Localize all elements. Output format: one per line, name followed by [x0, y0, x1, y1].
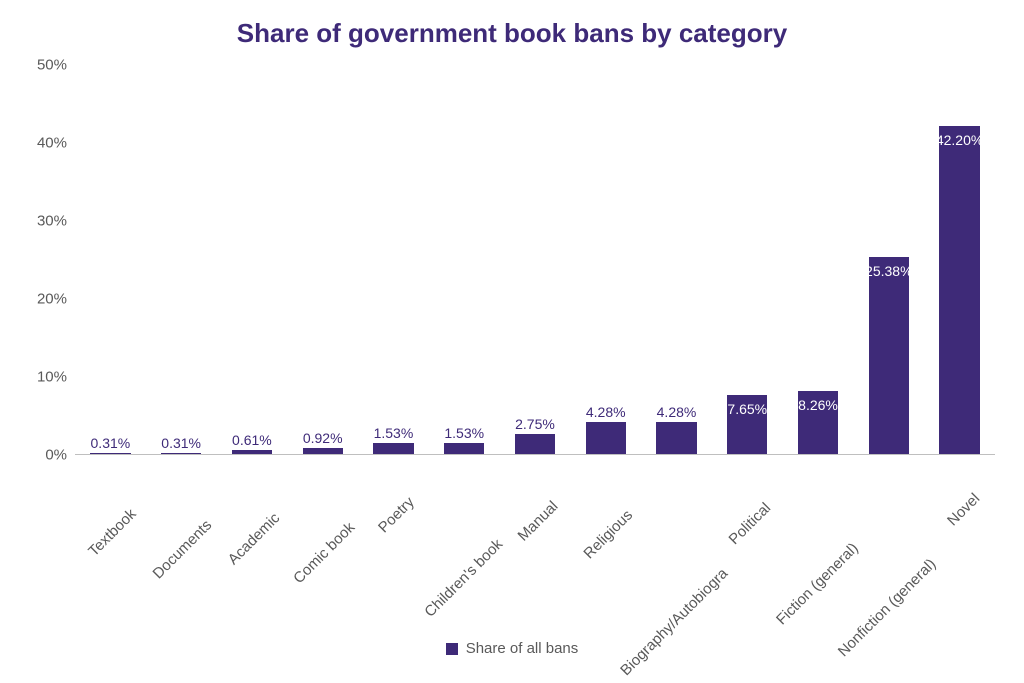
x-axis-label: Religious [624, 463, 680, 519]
bar-slot: 25.38% [853, 65, 924, 455]
bar-slot: 4.28% [641, 65, 712, 455]
bar-value-label: 4.28% [586, 404, 626, 422]
bar-value-label: 7.65% [727, 401, 767, 417]
bar-value-label: 8.26% [798, 397, 838, 413]
x-axis-baseline [75, 454, 995, 455]
bar-slot: 8.26% [783, 65, 854, 455]
x-axis-label: Documents [203, 463, 269, 529]
bars-container: 0.31% 0.31% 0.61% 0.92% 1.53% 1.53% 2.75% 4.28%… [75, 65, 995, 455]
x-axis-label: Textbook [128, 463, 182, 517]
bar-slot: 0.31% [146, 65, 217, 455]
bar-value-label: 0.61% [232, 432, 272, 450]
bar-slot: 0.61% [217, 65, 288, 455]
bar-slot: 4.28% [570, 65, 641, 455]
bar-value-label: 42.20% [936, 132, 983, 148]
x-axis-label: Nonfiction (general) [927, 463, 1024, 568]
y-axis-tick: 20% [37, 291, 75, 308]
bar-slot: 1.53% [358, 65, 429, 455]
legend-swatch [446, 643, 458, 655]
bar-value-label: 0.31% [91, 435, 131, 453]
x-axis-label: Fiction (general) [850, 463, 939, 552]
bar-value-label: 2.75% [515, 416, 555, 434]
y-axis-tick: 40% [37, 135, 75, 152]
bar-slot: 42.20% [924, 65, 995, 455]
bar-value-label: 1.53% [374, 425, 414, 443]
chart-title: Share of government book bans by categor… [0, 18, 1024, 49]
y-axis-tick: 50% [37, 57, 75, 74]
x-axis-label: Children's book [494, 463, 579, 548]
bar-slot: 0.92% [287, 65, 358, 455]
y-axis-tick: 10% [37, 369, 75, 386]
bar-slot: 0.31% [75, 65, 146, 455]
bar: 4.28% [586, 422, 626, 455]
legend: Share of all bans [0, 640, 1024, 657]
y-axis-tick: 0% [45, 447, 75, 464]
bar-value-label: 4.28% [657, 404, 697, 422]
plot-area: 0.31% 0.31% 0.61% 0.92% 1.53% 1.53% 2.75% 4.28%… [75, 65, 995, 455]
bar-value-label: 1.53% [444, 425, 484, 443]
bar-value-label: 25.38% [865, 263, 912, 279]
bar-slot: 7.65% [712, 65, 783, 455]
bar-slot: 2.75% [500, 65, 571, 455]
bar: 25.38% [869, 257, 909, 455]
x-axis-label: Biography/Autobiogra [719, 463, 833, 577]
bar: 8.26% [798, 391, 838, 455]
y-axis-tick: 30% [37, 213, 75, 230]
x-axis-label: Poetry [406, 463, 449, 506]
bar: 7.65% [727, 395, 767, 455]
bar: 42.20% [939, 126, 979, 455]
bar-slot: 1.53% [429, 65, 500, 455]
legend-label: Share of all bans [466, 640, 579, 657]
bar-value-label: 0.92% [303, 430, 343, 448]
bar: 2.75% [515, 434, 555, 455]
bar-value-label: 0.31% [161, 435, 201, 453]
x-axis-label: Academic [271, 463, 330, 522]
bar: 4.28% [656, 422, 696, 455]
